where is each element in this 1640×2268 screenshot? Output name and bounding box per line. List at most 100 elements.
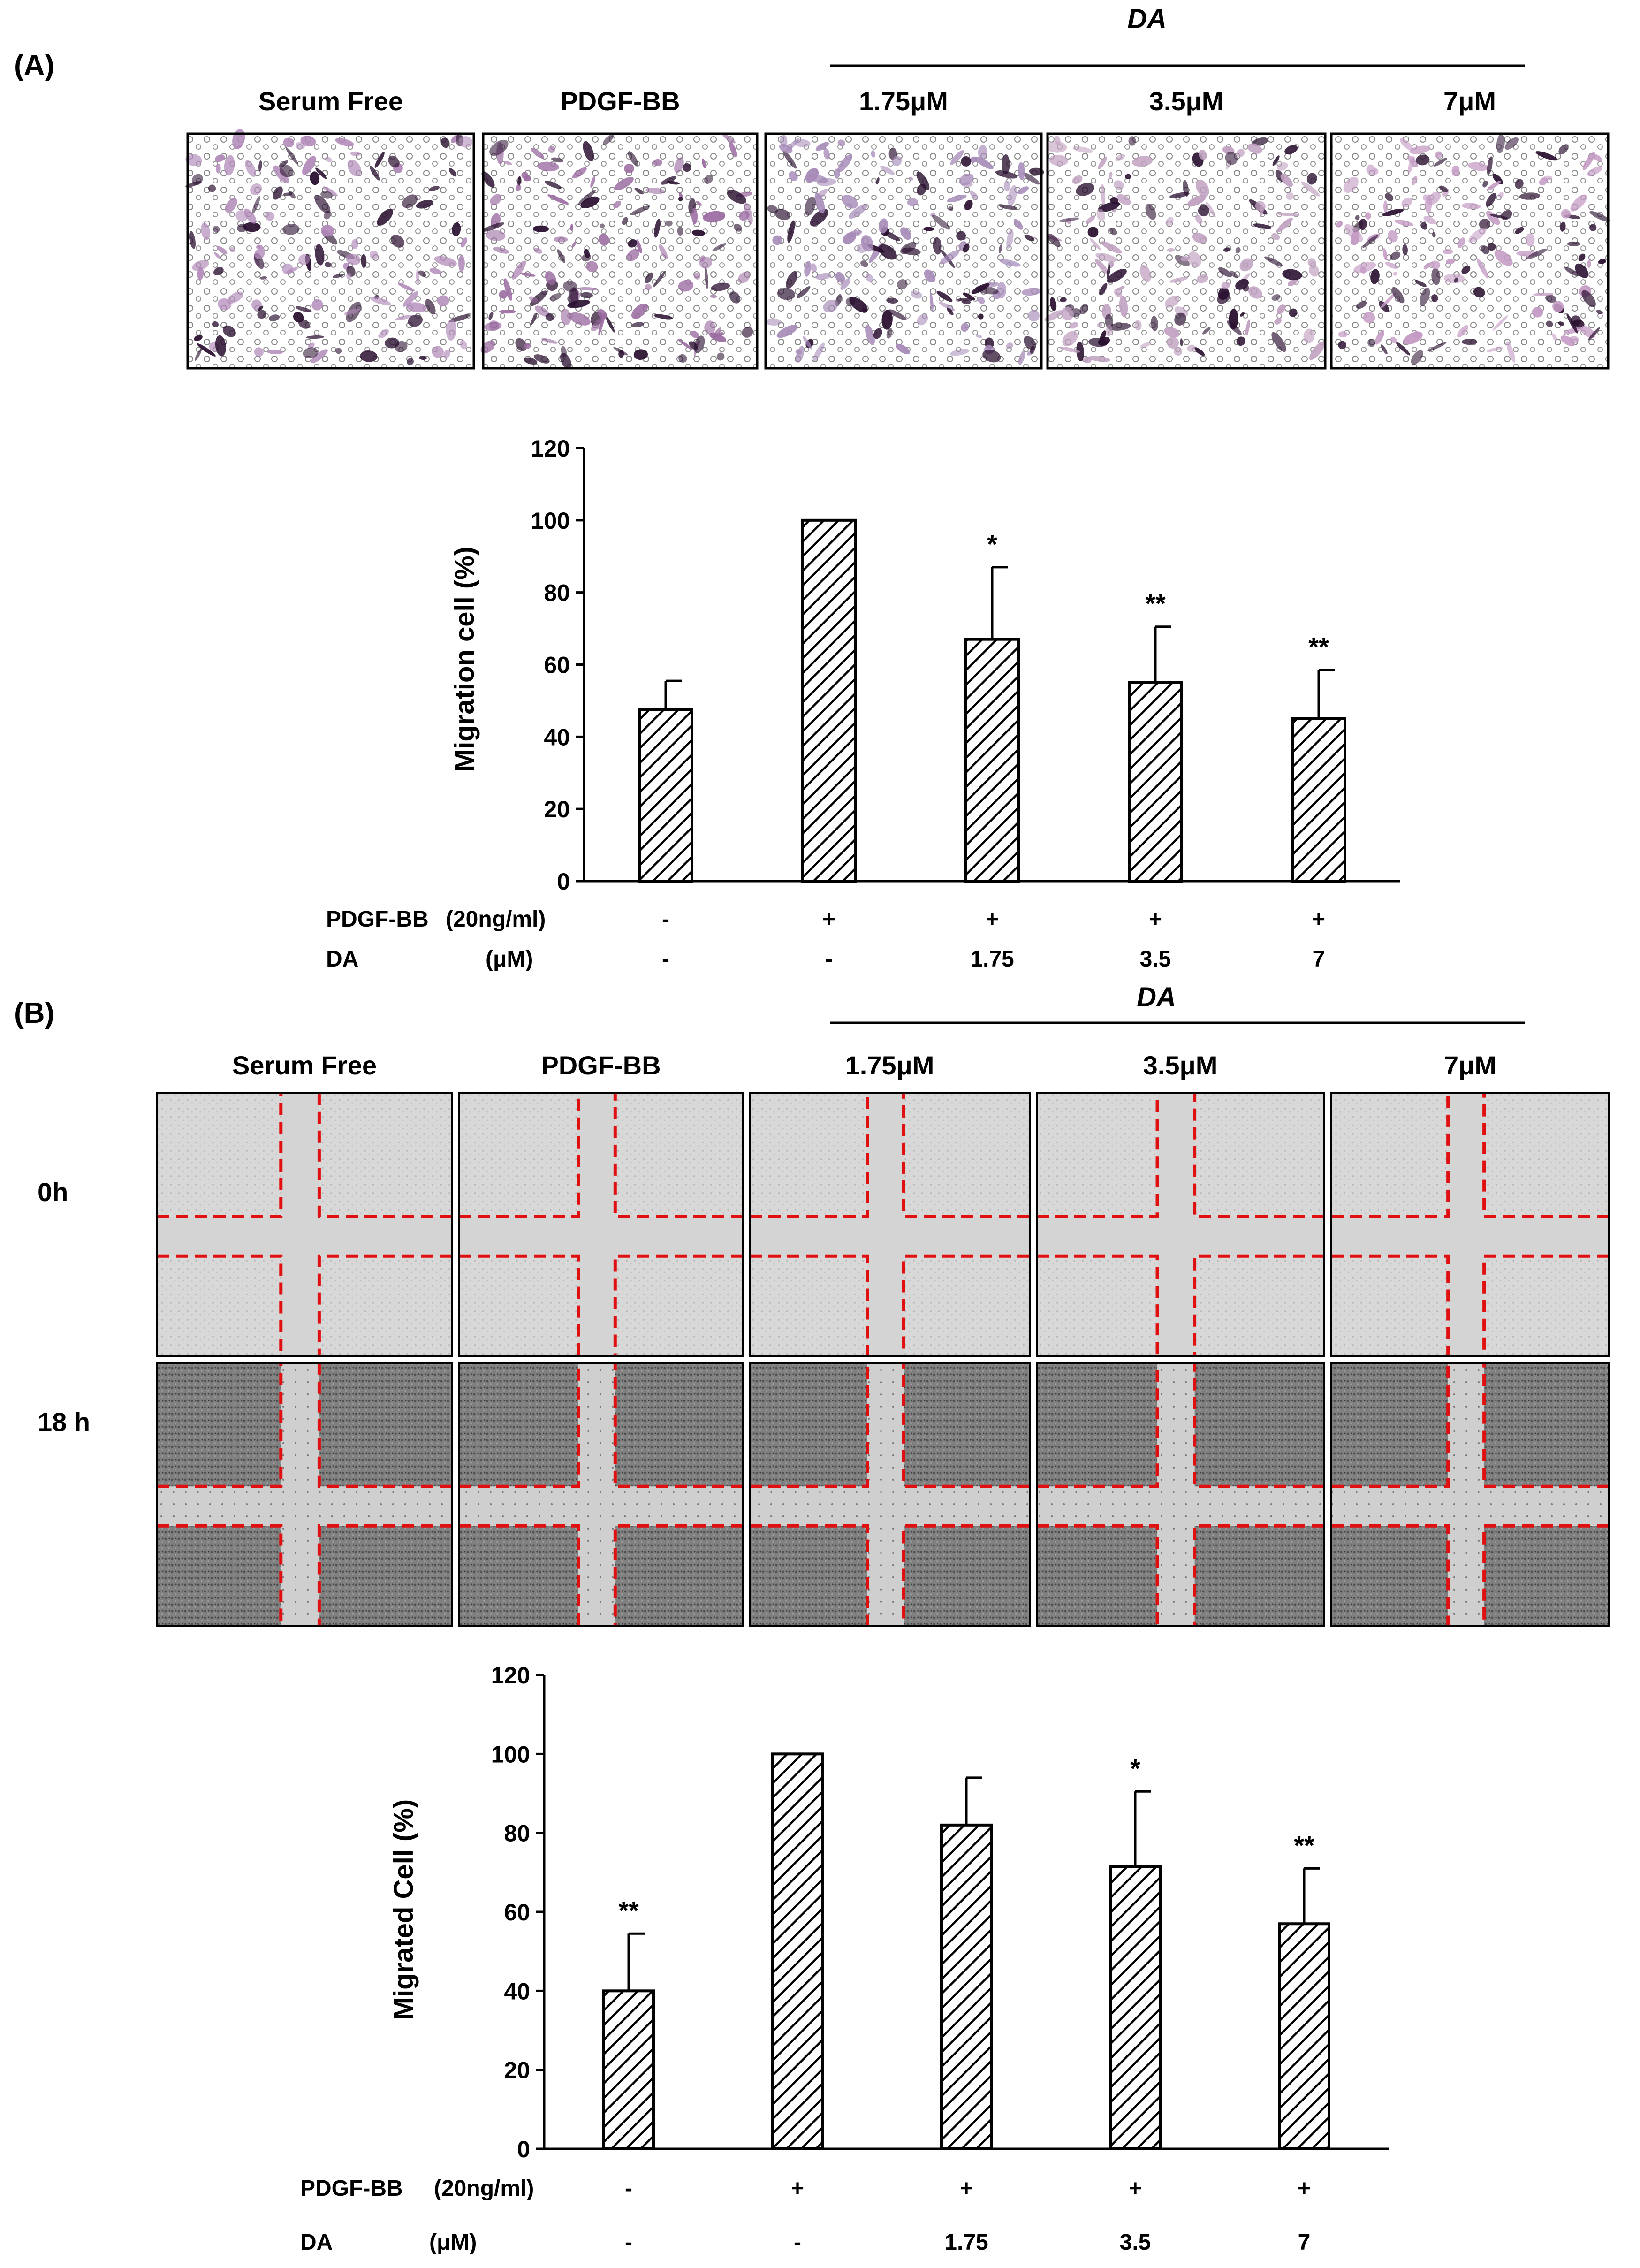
panel-a-micrograph-4 [1330,132,1610,370]
stained-cell [738,272,750,283]
stained-cell [1098,202,1120,212]
cell-monolayer [1037,1093,1158,1217]
stained-cell [1461,339,1477,345]
stained-cell [252,196,260,214]
stained-cell [878,244,897,260]
stained-cell [1400,138,1413,151]
stained-cell [933,237,942,255]
stained-cell [1467,162,1489,171]
stained-cell [940,250,960,265]
stained-cell [804,261,811,277]
stained-cell [1486,211,1500,225]
stained-cell [1338,341,1346,350]
stained-cell [1309,341,1325,360]
stained-cell [999,259,1021,267]
stained-cell [888,309,907,320]
stained-cell [1274,318,1282,325]
stained-cell [216,246,228,255]
stained-cell [661,176,676,185]
stained-cell [429,268,442,274]
treatment-value: - [662,947,669,972]
stained-cell [924,269,936,283]
stained-cell [530,312,538,326]
stained-cell [390,235,405,248]
stained-cell [1240,312,1245,317]
stained-cell [446,319,456,341]
stained-cell [314,195,331,214]
stained-cell [665,220,673,227]
stained-cell [1079,304,1088,314]
stained-cell [1085,215,1095,225]
stained-cell [813,342,825,362]
stained-cell [1287,278,1298,287]
image-frame [156,1362,453,1627]
stained-cell [1430,260,1441,269]
stained-cell [459,136,473,148]
stained-cell [696,200,702,206]
stained-cell [947,308,954,315]
micrograph-frame [482,132,759,370]
stained-cell [185,181,201,188]
scratch-image-0-4 [1330,1092,1610,1357]
scratch-edge-line [1482,1524,1609,1626]
stained-cell [531,148,545,159]
stained-cell [1412,175,1418,185]
cell-monolayer [615,1363,743,1487]
stained-cell [554,236,568,243]
scratch-edge-line [317,1363,452,1488]
bar [771,1752,824,2150]
cell-monolayer [1037,1526,1158,1626]
stained-cell [1373,168,1379,175]
stained-cell [1558,321,1564,326]
panel-a-group-label: DA [1127,4,1167,34]
stained-cell [273,186,283,200]
stained-cell [1116,194,1131,205]
stained-cell [957,298,973,302]
stained-cell [571,241,577,248]
stained-cell [784,137,800,153]
stained-cell [1307,258,1316,267]
treatment-value: 1.75 [944,2230,988,2255]
significance-marker: ** [1145,589,1166,618]
stained-cell [857,243,867,253]
panel-b-column-label: 3.5μM [1143,1050,1218,1080]
stained-cell [1457,237,1465,248]
cell-monolayer [319,1526,452,1626]
significance-marker: ** [618,1895,639,1925]
stained-cell [837,139,845,146]
stained-cell [256,244,261,250]
stained-cell [1060,297,1067,303]
stained-cell [1289,308,1298,317]
stained-cell [1180,338,1183,347]
stained-cell [1374,330,1385,345]
stained-cell [1407,156,1415,174]
stained-cell [1561,209,1571,219]
stained-cell [1218,267,1232,277]
stained-cell [777,288,795,300]
stained-cell [1221,282,1230,289]
stained-cell [449,168,457,177]
stained-cell [1578,253,1586,261]
stained-cell [1181,256,1190,262]
cell-monolayer [319,1256,452,1356]
stained-cell [1496,134,1505,153]
stained-cell [900,227,911,240]
stained-cell [961,300,971,304]
stained-cell [1396,342,1411,356]
treatment-value: + [1312,907,1325,932]
stained-cell [1454,278,1458,283]
scratch-edge-line [317,1093,452,1218]
cell-monolayer [157,1526,281,1626]
stained-cell [1253,223,1272,229]
stained-cell [1044,310,1063,321]
stained-cell [1110,197,1118,205]
stained-cell [243,208,257,224]
scratch-image-1-4 [1330,1362,1610,1627]
scratch-edge-line [613,1093,743,1218]
stained-cell [1461,203,1481,209]
stained-cell [810,209,828,226]
stained-cell [1504,137,1519,150]
stained-cell [1359,219,1367,230]
treatment-value: 7 [1298,2230,1311,2255]
stained-cell [499,310,516,314]
